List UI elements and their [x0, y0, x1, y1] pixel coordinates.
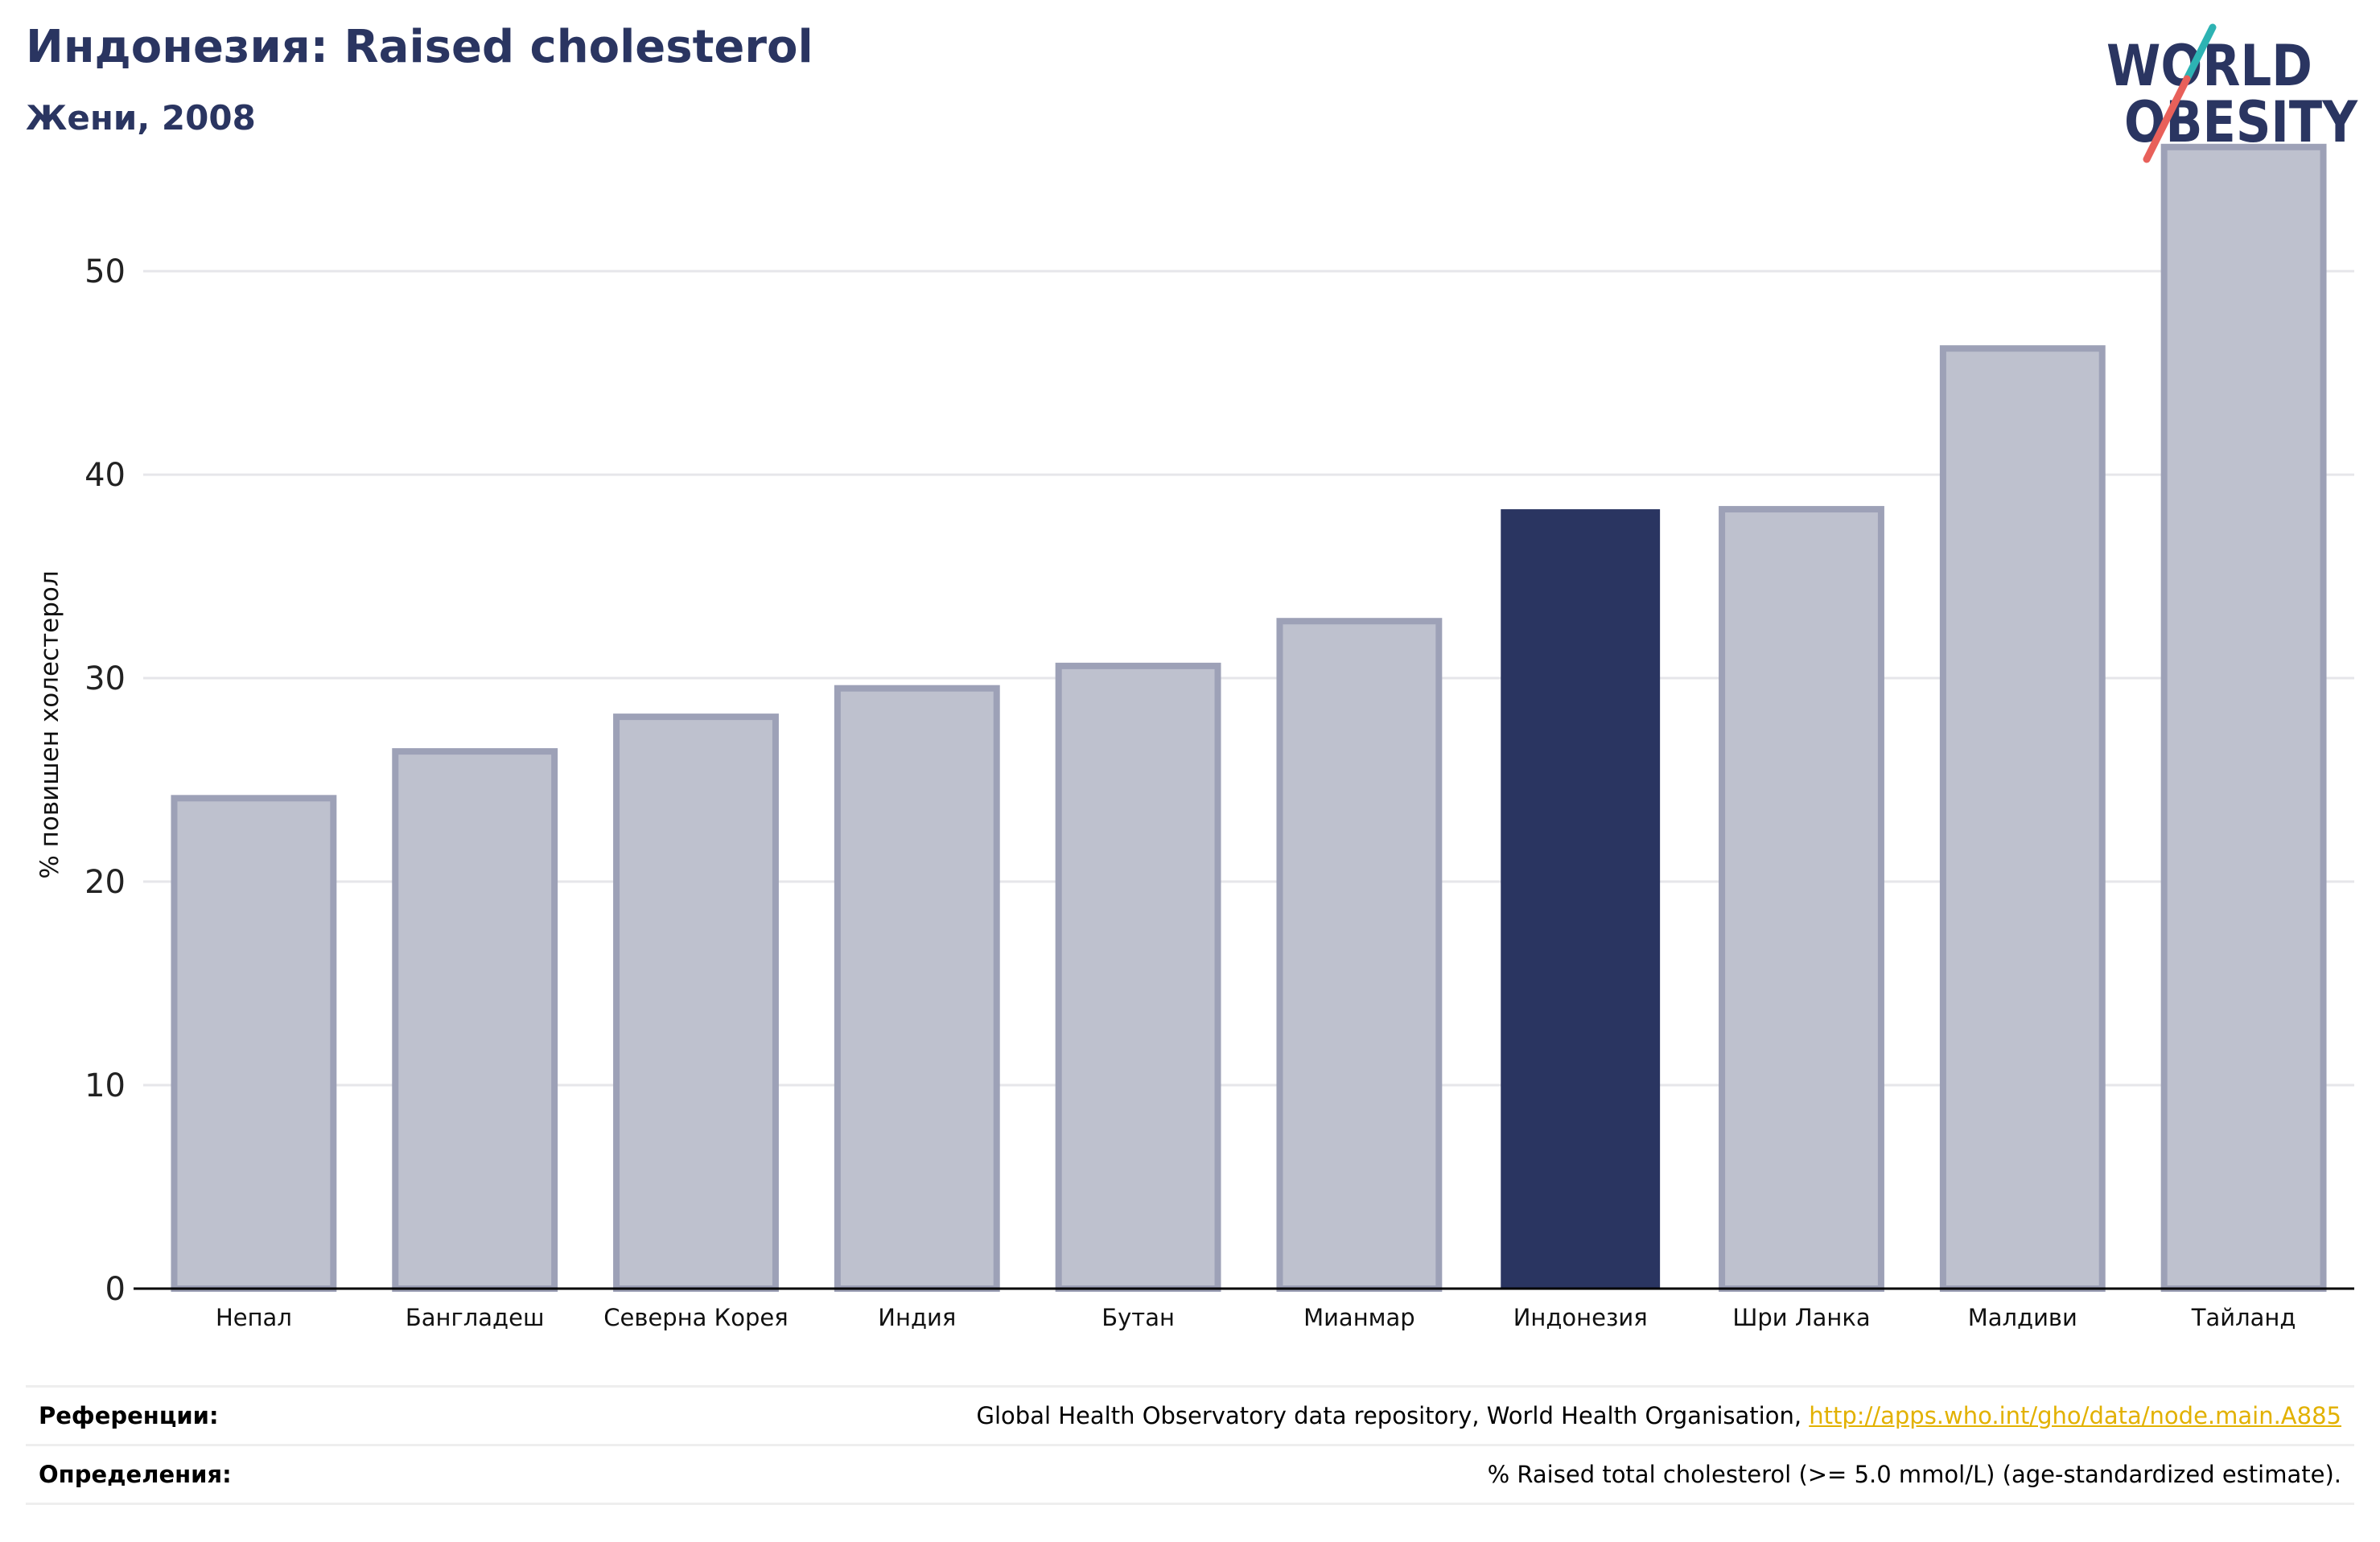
x-tick-label: Тайланд: [2191, 1304, 2296, 1331]
bar: [613, 713, 779, 1292]
x-tick-label: Непал: [216, 1304, 292, 1331]
bar: [1939, 345, 2106, 1292]
definitions-label: Определения:: [39, 1461, 232, 1488]
references-row: Референции: Global Health Observatory da…: [26, 1385, 2354, 1444]
references-value: Global Health Observatory data repositor…: [977, 1402, 2354, 1429]
bar: [1276, 618, 1443, 1292]
bar-chart: 0 10 20 30 40 50 % повишен холестерол Непал Банг…: [35, 143, 2354, 1331]
bar: [834, 685, 1000, 1292]
bar: [1055, 662, 1221, 1292]
y-tick-label: 40: [84, 457, 126, 494]
bar-highlight: [1501, 509, 1661, 1289]
x-tick-label: Северна Корея: [603, 1304, 788, 1331]
logo-slash-teal: [2183, 23, 2217, 83]
y-tick-label: 0: [105, 1271, 126, 1308]
page-title: Индонезия: Raised cholesterol: [26, 21, 813, 73]
x-tick-label: Малдиви: [1968, 1304, 2077, 1331]
bar: [2160, 143, 2327, 1292]
x-tick-label: Мианмар: [1303, 1304, 1415, 1331]
bar: [171, 795, 337, 1292]
definitions-row: Определения: % Raised total cholesterol …: [26, 1444, 2354, 1505]
y-tick-label: 50: [84, 253, 126, 290]
references-label: Референции:: [39, 1402, 219, 1429]
x-tick-label: Бутан: [1101, 1304, 1175, 1331]
references-text: Global Health Observatory data repositor…: [976, 1402, 1810, 1429]
definitions-value: % Raised total cholesterol (>= 5.0 mmol/…: [1487, 1461, 2341, 1488]
references-link[interactable]: http://apps.who.int/gho/data/node.main.A…: [1809, 1402, 2341, 1429]
x-tick-label: Индия: [878, 1304, 956, 1331]
x-tick-label: Шри Ланка: [1732, 1304, 1870, 1331]
logo-slash-red: [2143, 75, 2191, 163]
bar: [1719, 506, 1884, 1292]
y-tick-label: 10: [84, 1067, 126, 1104]
x-tick-label: Индонезия: [1513, 1304, 1648, 1331]
page-subtitle: Жени, 2008: [26, 98, 256, 138]
logo-text-world: WORLD: [2106, 33, 2312, 99]
x-tick-label: Бангладеш: [406, 1304, 545, 1331]
y-tick-label: 30: [84, 660, 126, 697]
y-tick-label: 20: [84, 864, 126, 901]
y-axis-label: % повишен холестерол: [35, 570, 64, 878]
bar: [392, 748, 558, 1292]
